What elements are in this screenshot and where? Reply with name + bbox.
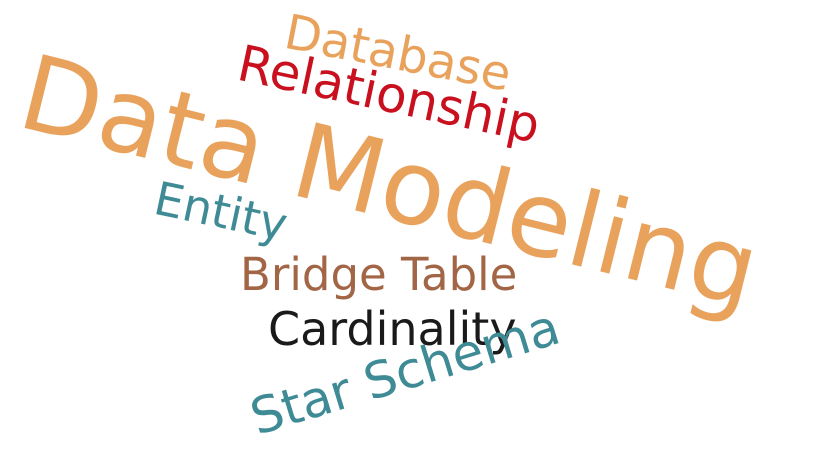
word-bridge-table: Bridge Table	[240, 248, 518, 301]
word-cardinality: Cardinality	[268, 302, 517, 356]
